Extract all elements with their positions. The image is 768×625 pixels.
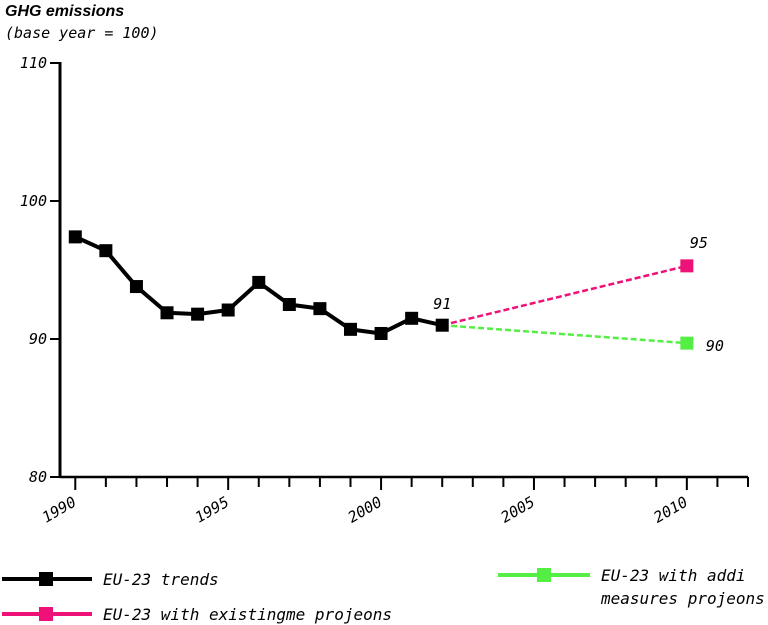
point-0-1990 [68, 230, 82, 244]
x-tick-label-1995: 1995 [192, 493, 232, 527]
legend-label-trends: EU-23 trends [103, 570, 219, 589]
y-axis-ticks: 80 90 100 110 [20, 54, 60, 486]
data-label-90: 90 [706, 337, 724, 355]
legend: EU-23 trends EU-23 with existingme proje… [2, 566, 765, 624]
legend-label-additional-line2: measures projeons [600, 589, 765, 608]
point-0-1991 [99, 244, 113, 258]
legend-item-existing: EU-23 with existingme projeons [2, 605, 392, 624]
x-tick-label-1990: 1990 [39, 493, 79, 527]
legend-item-trends: EU-23 trends [2, 570, 219, 589]
legend-marker-existing [39, 607, 53, 621]
x-tick-label-2000: 2000 [345, 493, 385, 527]
point-0-1998 [313, 302, 327, 316]
point-0-1999 [343, 322, 357, 336]
point-1-2010 [680, 259, 694, 273]
data-label-95: 95 [690, 234, 708, 252]
point-0-2000 [374, 326, 388, 340]
y-tick-label-100: 100 [20, 192, 47, 210]
point-0-1996 [252, 275, 266, 289]
x-tick-label-2005: 2005 [498, 493, 538, 527]
y-tick-label-110: 110 [20, 54, 47, 72]
chart-title: GHG emissions [5, 3, 124, 20]
data-label-91: 91 [433, 295, 451, 313]
point-0-2002 [435, 318, 449, 332]
legend-label-existing: EU-23 with existingme projeons [103, 605, 392, 624]
point-0-1995 [221, 303, 235, 317]
y-tick-label-90: 90 [29, 330, 47, 348]
legend-item-additional: EU-23 with addi measures projeons [498, 566, 765, 608]
series-points [68, 230, 694, 350]
point-0-1997 [282, 298, 296, 311]
legend-marker-trends [39, 572, 53, 586]
point-0-2001 [405, 311, 419, 325]
y-tick-label-80: 80 [29, 468, 47, 486]
point-0-1992 [129, 280, 143, 294]
series-line-2 [442, 323, 687, 345]
series-line-1 [441, 264, 688, 327]
legend-marker-additional [537, 568, 551, 582]
x-tick-label-2010: 2010 [651, 493, 691, 527]
point-0-1994 [191, 307, 205, 321]
x-axis-ticks: 1990 1995 2000 2005 2010 [39, 477, 749, 527]
legend-label-additional-line1: EU-23 with addi [601, 566, 746, 585]
data-labels: 91 95 90 [433, 234, 724, 355]
point-2-2010 [680, 336, 694, 350]
chart-subtitle: (base year = 100) [5, 24, 159, 42]
point-0-1993 [160, 306, 174, 320]
